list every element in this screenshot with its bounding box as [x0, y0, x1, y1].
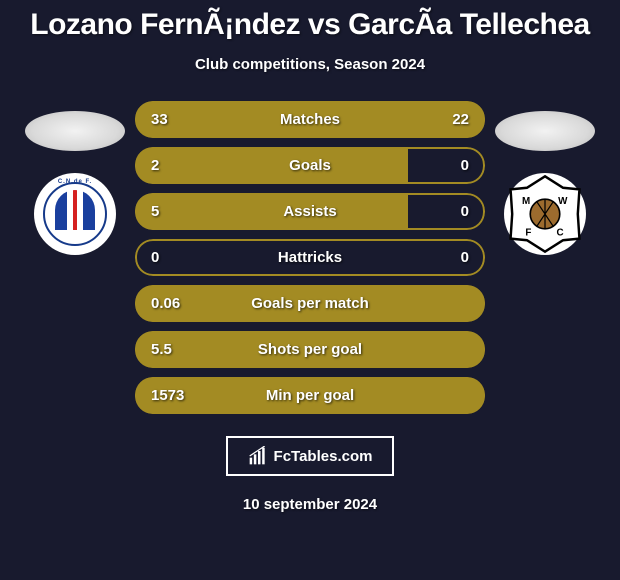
stat-left-fill [135, 193, 408, 230]
left-club-badge: C.N.de F. [34, 173, 116, 255]
footer-brand-text: FcTables.com [274, 448, 373, 465]
subtitle: Club competitions, Season 2024 [195, 56, 425, 73]
stat-right-value: 22 [452, 111, 469, 128]
stat-label: Shots per goal [258, 341, 362, 358]
footer-date: 10 september 2024 [243, 496, 377, 513]
stat-bar: 2 0 Goals [135, 147, 485, 184]
comparison-card: Lozano FernÃ¡ndez vs GarcÃ­a Tellechea C… [0, 0, 620, 580]
page-title: Lozano FernÃ¡ndez vs GarcÃ­a Tellechea [30, 8, 589, 42]
stat-left-fill [135, 147, 408, 184]
svg-text:M: M [522, 196, 530, 207]
stat-bar: 5.5 Shots per goal [135, 331, 485, 368]
stat-left-value: 2 [151, 157, 159, 174]
main-row: C.N.de F. 33 22 Matches 2 0 Goals 5 0 Assists 0 0 H… [0, 101, 620, 414]
stat-bar: 5 0 Assists [135, 193, 485, 230]
stat-label: Matches [280, 111, 340, 128]
svg-text:W: W [558, 196, 568, 207]
stat-bar: 1573 Min per goal [135, 377, 485, 414]
footer-brand-box[interactable]: FcTables.com [226, 436, 395, 476]
right-club-badge: M W F C [504, 173, 586, 255]
stat-right-value: 0 [461, 203, 469, 220]
stat-left-value: 33 [151, 111, 168, 128]
stat-left-value: 1573 [151, 387, 184, 404]
stat-right-value: 0 [461, 157, 469, 174]
left-player-photo [25, 111, 125, 151]
stat-bar: 33 22 Matches [135, 101, 485, 138]
stat-label: Hattricks [278, 249, 342, 266]
svg-text:C: C [556, 227, 563, 238]
stat-left-value: 5 [151, 203, 159, 220]
right-player-photo [495, 111, 595, 151]
stat-left-value: 0 [151, 249, 159, 266]
stat-label: Goals per match [251, 295, 369, 312]
right-player-col: M W F C [495, 101, 595, 255]
svg-text:F: F [525, 227, 531, 238]
badge-inner [55, 190, 95, 230]
stat-left-value: 0.06 [151, 295, 180, 312]
stats-column: 33 22 Matches 2 0 Goals 5 0 Assists 0 0 Hattricks 0.… [135, 101, 485, 414]
stat-bar: 0.06 Goals per match [135, 285, 485, 322]
badge-text: C.N.de F. [58, 179, 92, 185]
stat-right-value: 0 [461, 249, 469, 266]
left-player-col: C.N.de F. [25, 101, 125, 255]
stat-left-value: 5.5 [151, 341, 172, 358]
stat-bar: 0 0 Hattricks [135, 239, 485, 276]
wanderers-badge-svg: M W F C [504, 173, 586, 255]
stat-label: Goals [289, 157, 331, 174]
chart-icon [248, 446, 268, 466]
stat-label: Min per goal [266, 387, 354, 404]
stat-label: Assists [283, 203, 336, 220]
